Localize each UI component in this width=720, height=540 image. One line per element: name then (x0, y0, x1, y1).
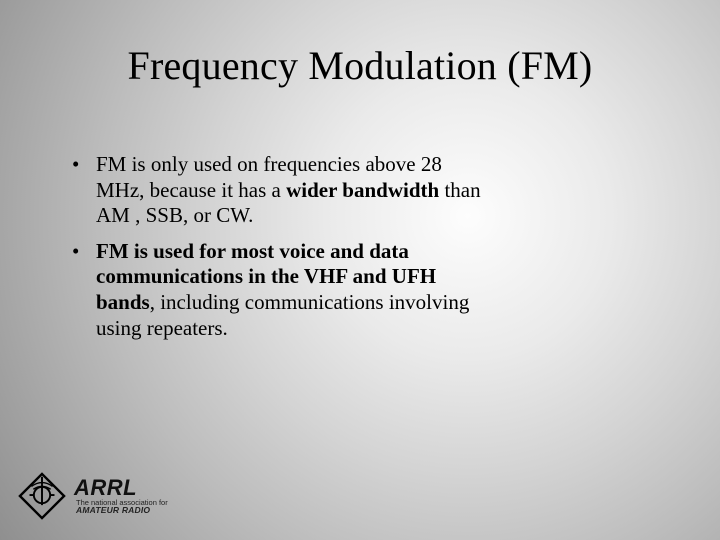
list-item: FM is used for most voice and data commu… (66, 239, 486, 341)
text-run: wider bandwidth (286, 178, 439, 202)
logo-wordmark-block: ARRL The national association for AMATEU… (74, 477, 168, 516)
logo-tagline-line2: AMATEUR RADIO (76, 506, 168, 515)
bullet-list: FM is only used on frequencies above 28 … (66, 152, 486, 341)
text-run: , including communications involving usi… (96, 290, 469, 340)
logo-wordmark: ARRL (74, 477, 168, 499)
slide: Frequency Modulation (FM) FM is only use… (0, 0, 720, 540)
text-run: FM is used for (96, 239, 231, 263)
slide-title: Frequency Modulation (FM) (0, 42, 720, 89)
slide-body: FM is only used on frequencies above 28 … (66, 152, 486, 351)
logo-tagline: The national association for AMATEUR RAD… (76, 499, 168, 516)
list-item: FM is only used on frequencies above 28 … (66, 152, 486, 229)
diamond-icon (18, 472, 66, 520)
arrl-logo: ARRL The national association for AMATEU… (18, 472, 168, 520)
